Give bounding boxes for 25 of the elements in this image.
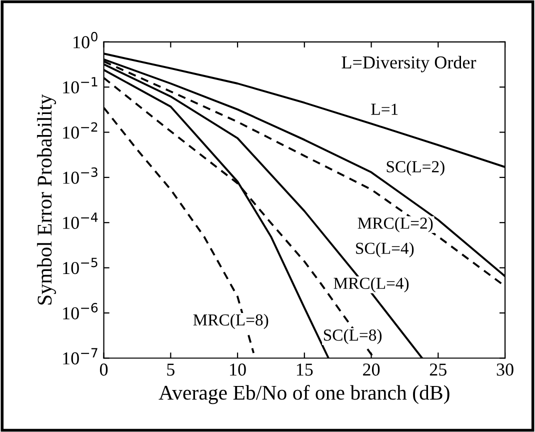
series-label: L=1: [371, 104, 398, 115]
y-tick-label: 10$^{−6}$: [63, 302, 98, 320]
x-tick-label: 30: [496, 364, 514, 376]
x-tick-label: 25: [430, 364, 446, 376]
x-tick-label: 0: [100, 364, 108, 376]
x-tick-label: 20: [363, 364, 380, 376]
y-tick-label: 10$^{−3}$: [63, 167, 98, 184]
series-label: SC(L=4): [356, 242, 414, 258]
y-tick-label: 10$^{−2}$: [63, 122, 98, 139]
series-label: MRC(L=8): [193, 314, 268, 329]
y-tick-label: 10$^{−1}$: [63, 77, 98, 94]
x-axis-title: Average Eb/No of one branch (dB): [158, 384, 450, 404]
y-tick-label: 10$^{−7}$: [63, 348, 98, 364]
y-tick-label: 10$^{−5}$: [63, 258, 98, 274]
y-axis-title: Symbol Error Probability: [37, 94, 56, 305]
x-tick-label: 15: [296, 364, 313, 376]
series-label: MRC(L=2): [358, 217, 433, 232]
y-tick-label: 10$^{0}$: [74, 32, 98, 48]
x-tick-label: 10: [230, 364, 246, 376]
y-tick-label: 10$^{−4}$: [63, 212, 98, 229]
annotation: L=Diversity Order: [342, 56, 476, 72]
x-tick-label: 5: [167, 364, 174, 376]
series-label: MRC(L=4): [334, 277, 409, 292]
series-label: SC(L=8): [324, 329, 382, 344]
series-label: SC(L=2): [386, 160, 444, 176]
